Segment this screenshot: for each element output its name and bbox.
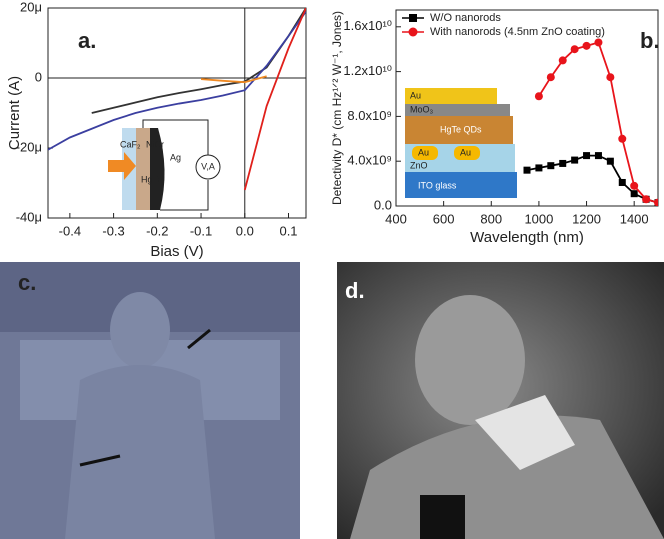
x-tick-label: -0.4 bbox=[59, 223, 81, 238]
marker bbox=[570, 45, 579, 54]
image-c bbox=[0, 262, 300, 539]
x-tick-label: 1200 bbox=[572, 211, 601, 226]
y-tick-label: 20μ bbox=[20, 0, 42, 14]
marker bbox=[558, 56, 567, 65]
plot-area bbox=[48, 8, 306, 191]
x-tick-label: 1400 bbox=[620, 211, 649, 226]
y-tick-label: 0.0 bbox=[374, 197, 392, 212]
x-tick-label: -0.1 bbox=[190, 223, 212, 238]
series-line bbox=[526, 154, 658, 204]
legend-label: With nanorods (4.5nm ZnO coating) bbox=[430, 26, 605, 38]
marker bbox=[594, 152, 602, 160]
marker bbox=[535, 164, 543, 172]
x-tick-label: -0.2 bbox=[146, 223, 168, 238]
inset-label: NiCr bbox=[146, 139, 164, 149]
marker bbox=[630, 181, 639, 190]
marker bbox=[618, 134, 627, 143]
panel-label: a. bbox=[78, 28, 96, 53]
series-line bbox=[48, 10, 306, 151]
image-d bbox=[337, 262, 664, 539]
marker bbox=[534, 92, 543, 101]
inset-label: HgTe QDs bbox=[440, 124, 482, 134]
plot-area bbox=[523, 38, 658, 206]
marker bbox=[642, 195, 651, 204]
marker bbox=[594, 38, 603, 47]
marker bbox=[654, 198, 658, 206]
inset-label: Au bbox=[460, 147, 471, 157]
x-tick-label: 0.1 bbox=[279, 223, 297, 238]
marker bbox=[523, 166, 531, 174]
inset-label: ITO glass bbox=[418, 180, 457, 190]
marker bbox=[559, 159, 567, 167]
inset-label: Ag bbox=[170, 152, 181, 162]
plot-frame bbox=[395, 9, 659, 207]
plot-frame bbox=[47, 7, 307, 219]
marker bbox=[606, 73, 615, 82]
y-tick-label: -40μ bbox=[16, 209, 42, 224]
x-axis-title: Bias (V) bbox=[150, 243, 203, 260]
inset-label: HgTe bbox=[141, 174, 162, 184]
marker bbox=[571, 156, 579, 164]
inset-b: Au MoO₃ HgTe QDs Au Au ZnO ITO glass bbox=[405, 88, 517, 198]
x-axis-title: Wavelength (nm) bbox=[470, 229, 584, 246]
marker bbox=[547, 162, 555, 170]
inset-label: V,A bbox=[201, 161, 215, 171]
y-tick-label: -20μ bbox=[16, 139, 42, 154]
panel-label: c. bbox=[18, 270, 36, 295]
x-tick-label: 400 bbox=[385, 211, 407, 226]
legend-label: W/O nanorods bbox=[430, 12, 501, 24]
y-tick-label: 0 bbox=[35, 69, 42, 84]
marker bbox=[546, 73, 555, 82]
panel-label: b. bbox=[640, 28, 660, 53]
x-tick-label: -0.3 bbox=[102, 223, 124, 238]
inset-label: MoO₃ bbox=[410, 104, 434, 114]
series-line bbox=[243, 8, 306, 191]
marker bbox=[618, 178, 626, 186]
legend-marker bbox=[408, 27, 418, 37]
y-tick-label: 1.6x10¹⁰ bbox=[343, 18, 392, 33]
inset-label: Au bbox=[418, 147, 429, 157]
marker bbox=[606, 157, 614, 165]
y-axis-title: Current (A) bbox=[6, 76, 23, 150]
marker bbox=[582, 41, 591, 50]
inset-a: CaF₂ NiCr Ag HgTe V,A bbox=[108, 119, 221, 211]
x-tick-label: 600 bbox=[433, 211, 455, 226]
x-tick-label: 1000 bbox=[524, 211, 553, 226]
x-tick-label: 800 bbox=[480, 211, 502, 226]
marker bbox=[583, 152, 591, 160]
inset-label: Au bbox=[410, 90, 421, 100]
y-axis-title: Detectivity D* (cm Hz¹ᐟ² W⁻¹, Jones) bbox=[330, 11, 344, 205]
y-tick-label: 1.2x10¹⁰ bbox=[343, 63, 392, 78]
y-tick-label: 8.0x10⁹ bbox=[347, 108, 392, 123]
inset-label: ZnO bbox=[410, 160, 428, 170]
y-tick-label: 4.0x10⁹ bbox=[347, 153, 392, 168]
series-line bbox=[91, 8, 306, 114]
inset-label: CaF₂ bbox=[120, 139, 141, 149]
series-line bbox=[538, 41, 658, 204]
marker bbox=[630, 190, 638, 198]
x-tick-label: 0.0 bbox=[236, 223, 254, 238]
legend-marker bbox=[409, 14, 417, 22]
series-line bbox=[200, 75, 267, 84]
panel-label: d. bbox=[345, 278, 365, 303]
